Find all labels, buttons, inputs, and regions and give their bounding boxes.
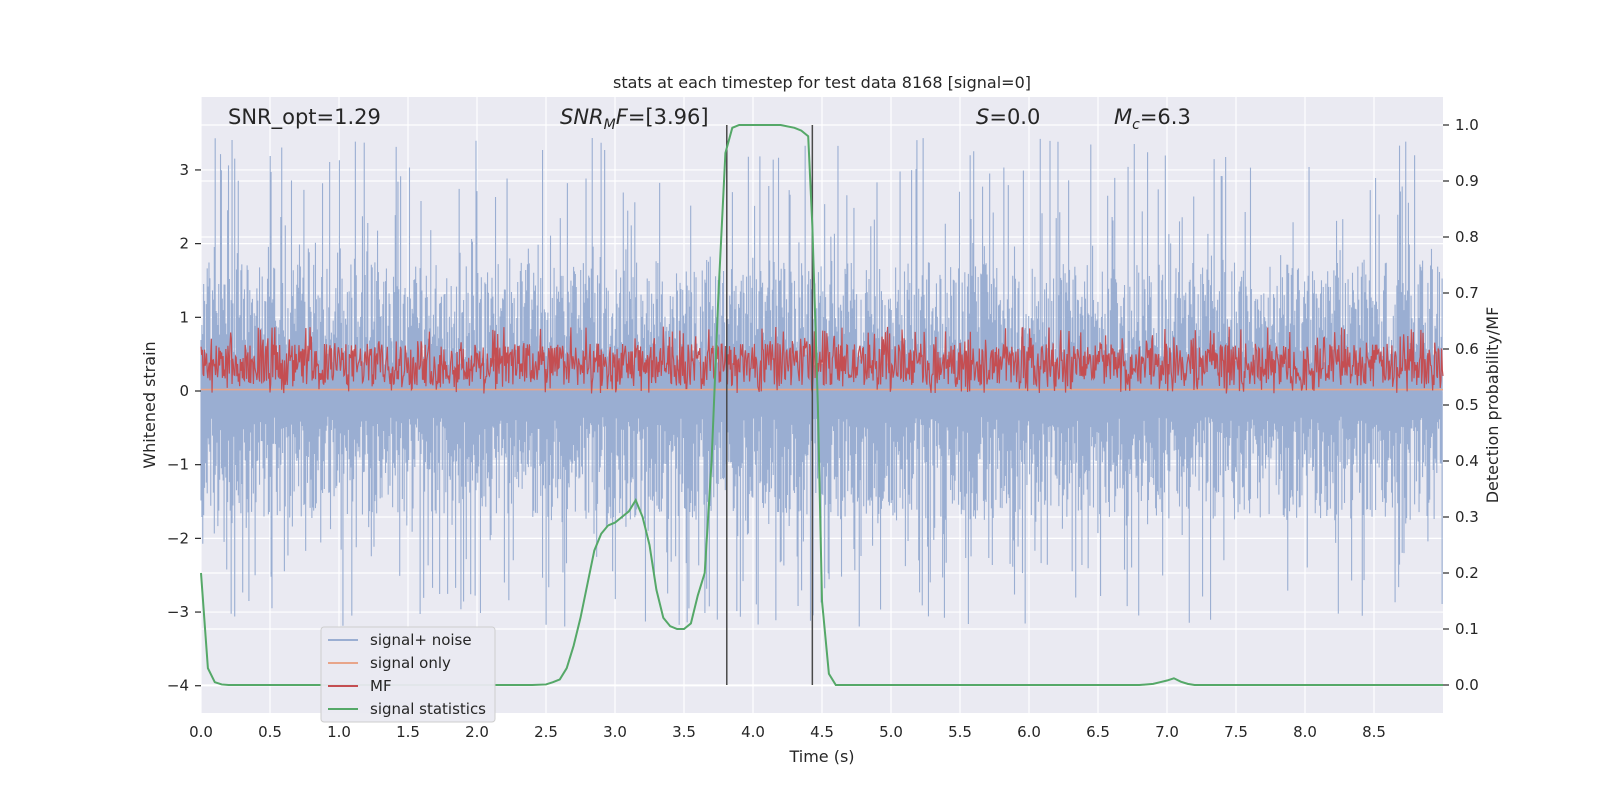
x-tick-label-10: 5.0 — [879, 723, 903, 741]
x-axis-label: Time (s) — [788, 747, 854, 766]
y-left-tick-label-2: −2 — [167, 529, 189, 547]
y-left-tick-label-0: −4 — [167, 677, 189, 695]
y-left-tick-label-4: 0 — [179, 382, 189, 400]
legend-label-signal-only: signal only — [370, 654, 451, 672]
y-right-ticks: 0.0 0.1 0.2 0.3 0.4 0.5 0.6 0.7 0.8 0.9 1.0 — [1443, 116, 1479, 694]
x-tick-label-14: 7.0 — [1155, 723, 1179, 741]
x-tick-label-4: 2.0 — [465, 723, 489, 741]
y-right-tick-label-6: 0.6 — [1455, 340, 1479, 358]
series-signal-statistics — [200, 124, 1443, 686]
signal-statistics-line — [200, 124, 1443, 686]
x-tick-label-2: 1.0 — [327, 723, 351, 741]
y-right-tick-label-2: 0.2 — [1455, 564, 1479, 582]
chart-title: stats at each timestep for test data 816… — [613, 73, 1031, 92]
y-left-tick-label-6: 2 — [179, 235, 189, 253]
legend-label-signal-statistics: signal statistics — [370, 700, 486, 718]
y-right-tick-label-5: 0.5 — [1455, 396, 1479, 414]
x-tick-label-7: 3.5 — [672, 723, 696, 741]
legend-box — [320, 626, 496, 723]
legend-label-mf: MF — [370, 677, 392, 695]
y-left-tick-label-1: −3 — [167, 603, 189, 621]
y-right-tick-label-1: 0.1 — [1455, 620, 1479, 638]
mf-line — [200, 326, 1444, 394]
annotation-mc: Mc=6.3 — [1114, 105, 1191, 133]
y-right-tick-label-0: 0.0 — [1455, 676, 1479, 694]
y-axis-label-left: Whitened strain — [140, 341, 159, 468]
x-tick-label-3: 1.5 — [396, 723, 420, 741]
x-tick-label-8: 4.0 — [741, 723, 765, 741]
y-axis-label-right: Detection probability/MF — [1483, 307, 1502, 504]
y-right-tick-label-10: 1.0 — [1455, 116, 1479, 134]
x-tick-label-5: 2.5 — [534, 723, 558, 741]
y-right-tick-label-7: 0.7 — [1455, 284, 1479, 302]
annotation-s: S=0.0 — [976, 105, 1040, 129]
x-tick-label-0: 0.0 — [189, 723, 213, 741]
x-tick-label-13: 6.5 — [1086, 723, 1110, 741]
y-left-tick-label-7: 3 — [179, 161, 189, 179]
x-tick-label-9: 4.5 — [810, 723, 834, 741]
legend: signal+ noise signal only MF signal stat… — [320, 626, 496, 723]
x-tick-label-16: 8.0 — [1293, 723, 1317, 741]
y-right-tick-label-9: 0.9 — [1455, 172, 1479, 190]
y-right-tick-label-4: 0.4 — [1455, 452, 1479, 470]
x-tick-label-6: 3.0 — [603, 723, 627, 741]
y-right-tick-label-8: 0.8 — [1455, 228, 1479, 246]
y-left-tick-label-5: 1 — [179, 308, 189, 326]
x-tick-label-17: 8.5 — [1362, 723, 1386, 741]
series-mf — [200, 326, 1444, 394]
annotation-snr-opt: SNR_opt=1.29 — [228, 105, 381, 130]
x-tick-label-11: 5.5 — [948, 723, 972, 741]
x-tick-label-1: 0.5 — [258, 723, 282, 741]
y-left-ticks: −4 −3 −2 −1 0 1 2 3 — [167, 161, 201, 695]
x-tick-label-12: 6.0 — [1017, 723, 1041, 741]
y-left-tick-label-3: −1 — [167, 456, 189, 474]
y-right-tick-label-3: 0.3 — [1455, 508, 1479, 526]
x-tick-label-15: 7.5 — [1224, 723, 1248, 741]
legend-label-signal-noise: signal+ noise — [370, 631, 472, 649]
x-axis-ticks: 0.0 0.5 1.0 1.5 2.0 2.5 3.0 3.5 4.0 4.5 5.0 5.5 6.0 6… — [189, 723, 1386, 741]
annotation-snr-mf: SNRMF=[3.96] — [560, 105, 709, 133]
